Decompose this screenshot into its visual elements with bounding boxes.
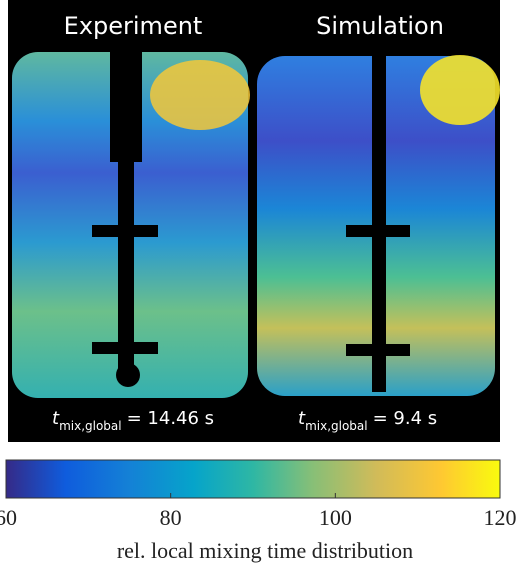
x-tick-label: 60 [0,505,17,530]
x-tick-label: 80 [160,505,182,530]
simulation-hotspot [420,55,500,125]
annotation-subscript: mix,global [305,419,368,433]
panel-title: Experiment [64,12,203,40]
experiment-hotspot [150,60,250,130]
annotation-text: = 14.46 s [127,408,214,429]
annotation-subscript: mix,global [59,419,122,433]
x-tick-label: 120 [484,505,517,530]
colorbar-label: rel. local mixing time distribution [117,538,413,563]
panel-title: Simulation [316,12,444,40]
annotation-text: = 9.4 s [373,408,438,429]
colorbar [6,460,500,498]
x-tick-label: 100 [319,505,352,530]
figure: Experiment Simulation tmix,global= 14.46… [0,0,530,567]
